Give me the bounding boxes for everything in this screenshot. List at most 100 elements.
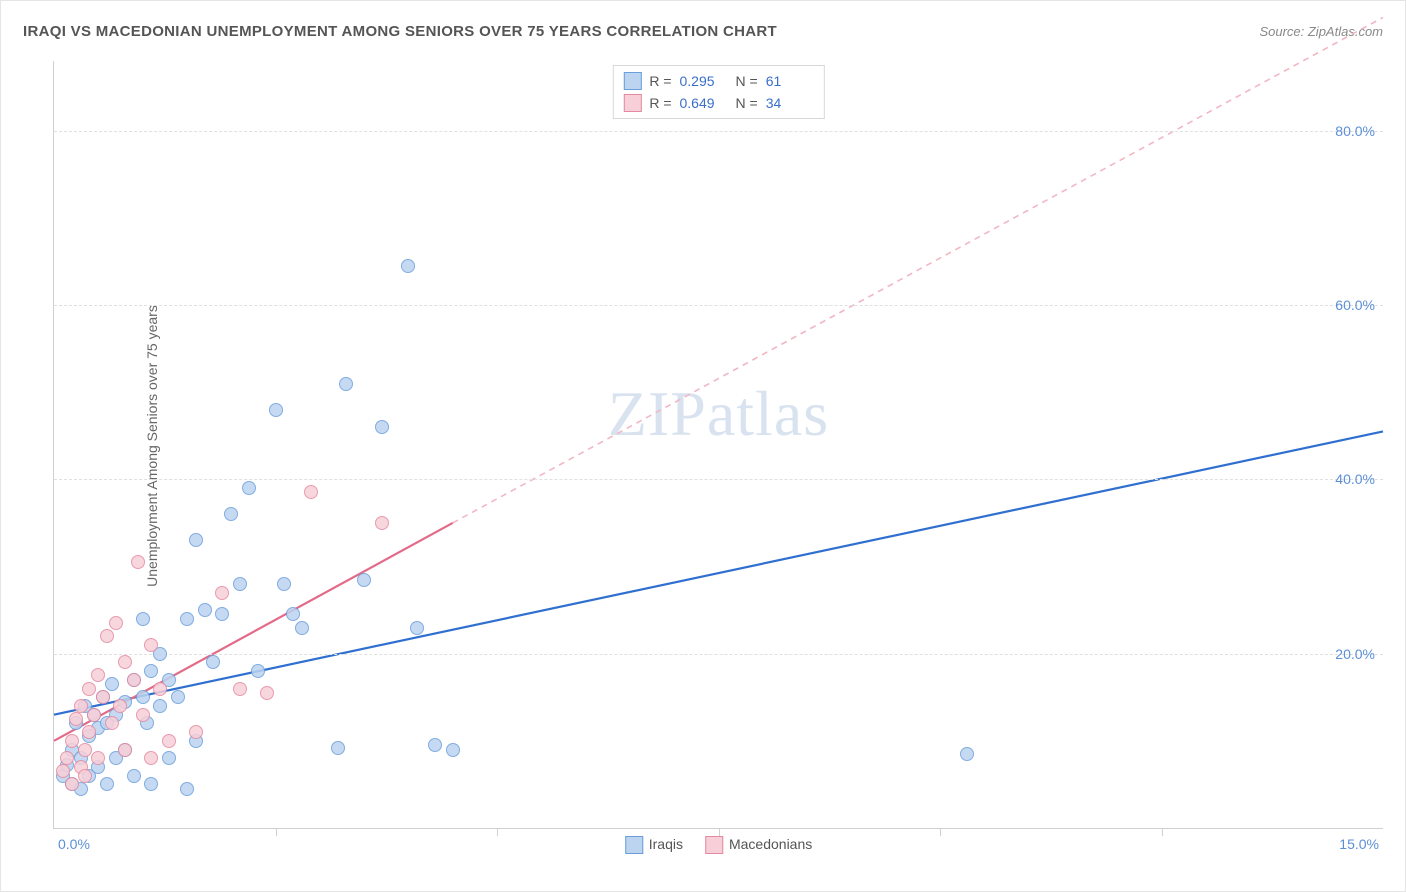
series-legend-item-macedonians: Macedonians (705, 836, 812, 854)
scatter-point (224, 507, 238, 521)
x-tick-min: 0.0% (58, 836, 90, 852)
scatter-point (105, 716, 119, 730)
gridline-h (54, 654, 1383, 655)
x-tick-max: 15.0% (1339, 836, 1379, 852)
scatter-point (91, 751, 105, 765)
series-legend-item-iraqis: Iraqis (625, 836, 683, 854)
legend-n-value-macedonians: 34 (766, 95, 814, 111)
scatter-point (136, 708, 150, 722)
scatter-point (131, 555, 145, 569)
x-tick-mark (1162, 828, 1163, 836)
scatter-point (446, 743, 460, 757)
chart-title: IRAQI VS MACEDONIAN UNEMPLOYMENT AMONG S… (23, 23, 777, 40)
scatter-point (118, 655, 132, 669)
series-label-macedonians: Macedonians (729, 836, 812, 852)
scatter-point (286, 607, 300, 621)
scatter-point (127, 769, 141, 783)
x-tick-mark (497, 828, 498, 836)
scatter-point (144, 664, 158, 678)
scatter-point (87, 708, 101, 722)
trend-line (453, 17, 1383, 523)
scatter-point (180, 782, 194, 796)
series-swatch-macedonians (705, 836, 723, 854)
legend-r-label: R = (649, 95, 671, 111)
scatter-point (428, 738, 442, 752)
scatter-point (375, 516, 389, 530)
scatter-point (153, 682, 167, 696)
scatter-point (109, 616, 123, 630)
source-attribution: Source: ZipAtlas.com (1259, 24, 1383, 39)
scatter-point (105, 677, 119, 691)
scatter-point (127, 673, 141, 687)
legend-n-value-iraqis: 61 (766, 73, 814, 89)
scatter-point (171, 690, 185, 704)
legend-r-value-macedonians: 0.649 (680, 95, 728, 111)
correlation-legend-row-macedonians: R = 0.649 N = 34 (623, 92, 813, 114)
scatter-point (198, 603, 212, 617)
x-tick-mark (719, 828, 720, 836)
scatter-point (69, 712, 83, 726)
scatter-point (304, 485, 318, 499)
scatter-point (233, 577, 247, 591)
scatter-point (91, 668, 105, 682)
plot-area: ZIPatlas R = 0.295 N = 61 R = 0.649 N = … (53, 61, 1383, 829)
scatter-point (78, 743, 92, 757)
scatter-point (189, 725, 203, 739)
scatter-point (78, 769, 92, 783)
scatter-point (357, 573, 371, 587)
scatter-point (60, 751, 74, 765)
scatter-point (215, 586, 229, 600)
scatter-point (136, 612, 150, 626)
scatter-point (960, 747, 974, 761)
scatter-point (100, 629, 114, 643)
scatter-point (96, 690, 110, 704)
scatter-point (277, 577, 291, 591)
scatter-point (180, 612, 194, 626)
scatter-point (162, 734, 176, 748)
y-tick-label: 20.0% (1335, 646, 1375, 662)
scatter-point (100, 777, 114, 791)
series-legend: Iraqis Macedonians (625, 836, 813, 854)
scatter-point (260, 686, 274, 700)
scatter-point (339, 377, 353, 391)
scatter-point (144, 638, 158, 652)
scatter-point (251, 664, 265, 678)
scatter-point (162, 751, 176, 765)
y-tick-label: 60.0% (1335, 297, 1375, 313)
legend-swatch-iraqis (623, 72, 641, 90)
scatter-point (113, 699, 127, 713)
x-tick-mark (940, 828, 941, 836)
chart-container: IRAQI VS MACEDONIAN UNEMPLOYMENT AMONG S… (0, 0, 1406, 892)
x-tick-mark (276, 828, 277, 836)
y-tick-label: 40.0% (1335, 471, 1375, 487)
scatter-point (242, 481, 256, 495)
scatter-point (233, 682, 247, 696)
scatter-point (82, 725, 96, 739)
correlation-legend-row-iraqis: R = 0.295 N = 61 (623, 70, 813, 92)
scatter-point (401, 259, 415, 273)
series-swatch-iraqis (625, 836, 643, 854)
series-label-iraqis: Iraqis (649, 836, 683, 852)
scatter-point (136, 690, 150, 704)
scatter-point (144, 751, 158, 765)
title-bar: IRAQI VS MACEDONIAN UNEMPLOYMENT AMONG S… (23, 23, 1383, 40)
scatter-point (65, 734, 79, 748)
scatter-point (410, 621, 424, 635)
scatter-point (269, 403, 283, 417)
scatter-point (153, 699, 167, 713)
legend-swatch-macedonians (623, 94, 641, 112)
legend-n-label: N = (736, 73, 758, 89)
scatter-point (206, 655, 220, 669)
legend-r-label: R = (649, 73, 671, 89)
scatter-point (56, 764, 70, 778)
legend-r-value-iraqis: 0.295 (680, 73, 728, 89)
scatter-point (375, 420, 389, 434)
y-tick-label: 80.0% (1335, 123, 1375, 139)
scatter-point (74, 699, 88, 713)
scatter-point (118, 743, 132, 757)
gridline-h (54, 479, 1383, 480)
scatter-point (65, 777, 79, 791)
correlation-legend: R = 0.295 N = 61 R = 0.649 N = 34 (612, 65, 824, 119)
legend-n-label: N = (736, 95, 758, 111)
gridline-h (54, 305, 1383, 306)
